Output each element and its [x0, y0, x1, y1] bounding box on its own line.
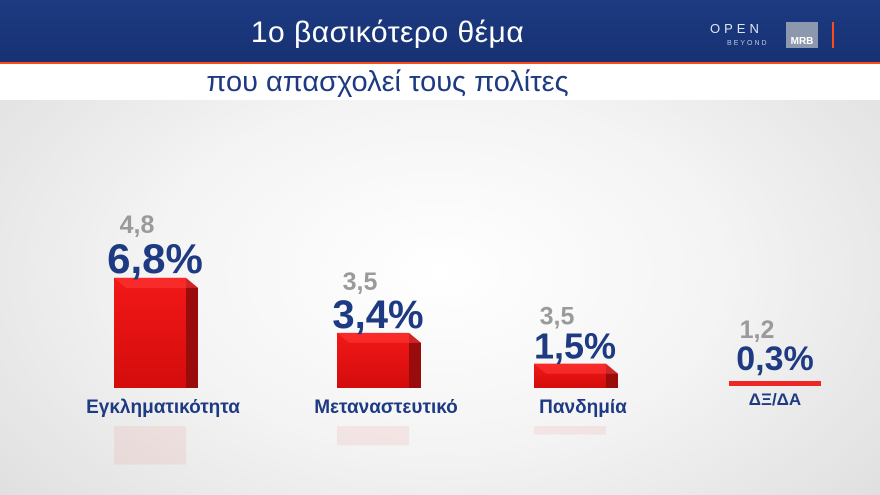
- category-label: Πανδημία: [539, 397, 627, 418]
- mrb-logo: MRB: [786, 22, 818, 48]
- data-label: 6,8%: [107, 235, 203, 282]
- previous-value-label: 1,2: [740, 316, 775, 344]
- subtitle-band: [0, 64, 880, 100]
- bar-side: [409, 332, 421, 388]
- bar-reflection: [337, 426, 409, 446]
- data-label: 1,5%: [534, 326, 616, 367]
- bar-top: [337, 332, 421, 343]
- previous-value-label: 3,5: [540, 303, 575, 331]
- logo-divider: [832, 22, 834, 48]
- bar-reflection: [114, 426, 186, 465]
- bar-reflection: [534, 426, 606, 435]
- previous-value-label: 4,8: [120, 211, 155, 239]
- bar: [114, 277, 186, 388]
- bar-top: [114, 277, 198, 288]
- data-label: 3,4%: [332, 293, 423, 337]
- previous-value-label: 3,5: [343, 268, 378, 296]
- bar-top: [534, 363, 618, 374]
- bar: [729, 381, 821, 386]
- category-label: Εγκληματικότητα: [86, 397, 240, 418]
- data-label: 0,3%: [736, 340, 814, 378]
- page-title: 1ο βασικότερο θέμα: [250, 16, 525, 49]
- open-logo: OPEN: [710, 21, 763, 36]
- category-label: ΔΞ/ΔΑ: [749, 390, 801, 409]
- bar-side: [186, 277, 198, 388]
- header-bar: [0, 0, 880, 64]
- category-label: Μεταναστευτικό: [314, 397, 458, 418]
- page-subtitle: που απασχολεί τους πολίτες: [206, 66, 569, 98]
- open-logo-subtext: BEYOND: [727, 40, 769, 47]
